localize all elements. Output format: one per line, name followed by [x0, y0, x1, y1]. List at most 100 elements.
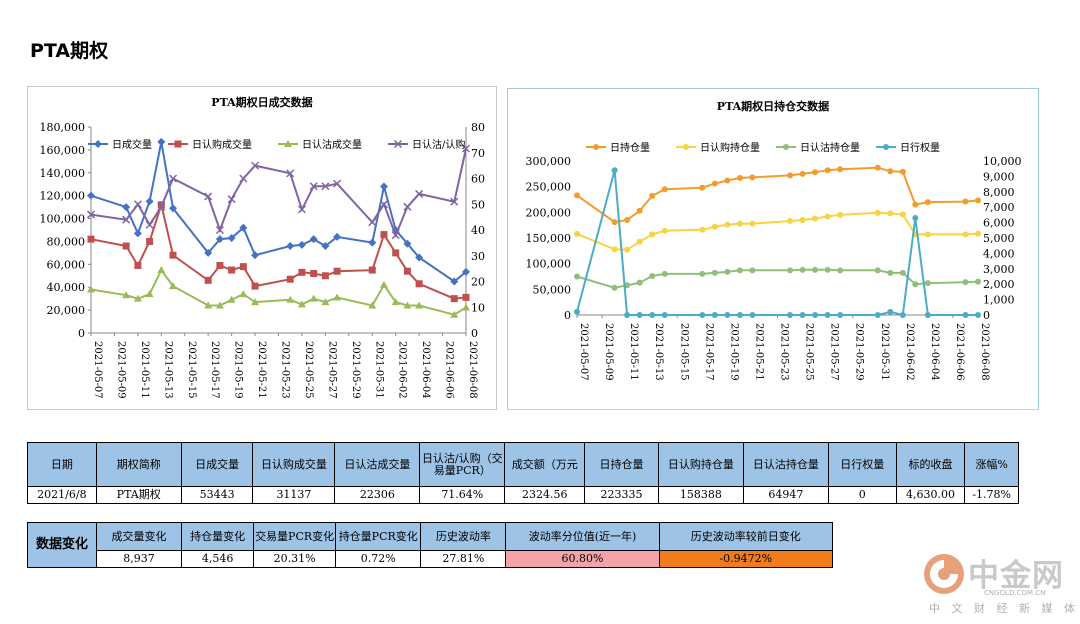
data-point — [649, 312, 656, 318]
data-point — [975, 230, 981, 237]
x-tick-label: 2021-05-09 — [115, 341, 126, 399]
data-change-label: 数据变化 — [27, 522, 97, 568]
data-point — [415, 301, 424, 309]
header-cell: 波动率分位值(近一年) — [505, 522, 660, 551]
value-cell: 2021/6/8 — [27, 486, 97, 504]
data-point — [368, 301, 377, 309]
y-tick-label: 120,000 — [40, 190, 86, 203]
x-tick-label: 2021-05-07 — [578, 323, 589, 381]
y2-tick-label: 1,000 — [983, 294, 1015, 307]
value-cell: 4,630.00 — [895, 486, 966, 504]
data-point — [122, 291, 131, 299]
data-point — [787, 218, 794, 225]
value-cell: 158388 — [657, 486, 744, 504]
x-tick-label: 2021-05-07 — [92, 341, 103, 399]
data-change-table: 数据变化 成交量变化 持仓量变化 交易量PCR变化 持仓量PCR变化 历史波动率… — [27, 522, 834, 568]
data-point — [724, 268, 731, 275]
x-tick-label: 2021-05-11 — [139, 341, 150, 399]
data-point — [368, 266, 376, 274]
data-point — [962, 279, 969, 286]
y2-tick-label: 6,000 — [983, 217, 1015, 230]
data-point — [636, 312, 643, 318]
data-point — [749, 174, 756, 181]
value-cell: 20.31% — [253, 550, 337, 568]
data-point — [724, 312, 731, 318]
data-point — [874, 209, 881, 216]
data-point — [887, 210, 894, 217]
legend-label: 日持仓量 — [610, 141, 650, 154]
data-point — [333, 267, 341, 275]
x-tick-label: 2021-05-21 — [256, 341, 267, 399]
data-point — [204, 248, 213, 257]
y-tick-label: 50,000 — [533, 283, 572, 296]
data-point — [824, 312, 831, 318]
data-point — [368, 218, 377, 227]
x-tick-label: 2021-05-27 — [829, 323, 840, 381]
data-point — [787, 312, 794, 318]
data-point — [799, 312, 806, 318]
data-point — [462, 293, 470, 301]
data-point — [661, 270, 668, 277]
data-point — [699, 184, 706, 191]
change-header-row: 数据变化 成交量变化 持仓量变化 交易量PCR变化 持仓量PCR变化 历史波动率… — [27, 522, 834, 568]
legend-label: 日认沽持仓量 — [800, 141, 860, 154]
data-point — [415, 189, 424, 198]
cngold-logo-icon — [924, 554, 964, 594]
data-point — [251, 298, 260, 306]
data-point — [169, 174, 178, 183]
data-point — [286, 275, 294, 283]
data-point — [380, 231, 388, 239]
value-cell: PTA期权 — [95, 486, 182, 504]
data-point — [157, 266, 166, 274]
y-tick-label: 300,000 — [526, 155, 572, 168]
value-cell: 71.64% — [419, 486, 506, 504]
data-point — [450, 310, 459, 318]
value-cell: 64947 — [742, 486, 829, 504]
x-tick-label: 2021-05-15 — [678, 323, 689, 381]
data-point — [379, 200, 388, 209]
data-point — [749, 220, 756, 227]
data-point — [122, 215, 131, 224]
y-tick-label: 100,000 — [40, 213, 86, 226]
y-tick-label: 150,000 — [526, 232, 572, 245]
data-point — [297, 205, 306, 214]
data-point — [251, 251, 260, 260]
data-point — [321, 182, 330, 191]
data-point — [169, 282, 178, 290]
value-cell: 53443 — [180, 486, 254, 504]
data-point — [403, 301, 412, 309]
x-tick-label: 2021-05-17 — [703, 323, 714, 381]
data-point — [887, 308, 894, 315]
data-point — [711, 180, 718, 187]
x-tick-label: 2021-05-17 — [209, 341, 220, 399]
y2-tick-label: 0 — [471, 327, 478, 340]
data-point — [649, 192, 656, 199]
y-tick-label: 140,000 — [40, 167, 86, 180]
y2-tick-label: 10,000 — [983, 155, 1022, 168]
data-point — [799, 170, 806, 177]
y2-tick-label: 7,000 — [983, 201, 1015, 214]
x-tick-label: 2021-05-23 — [779, 323, 790, 381]
data-point — [724, 221, 731, 228]
data-point — [912, 214, 919, 221]
data-point — [122, 203, 131, 212]
header-cell: 历史波动率 — [420, 522, 507, 551]
data-point — [787, 267, 794, 274]
data-point — [636, 279, 643, 286]
y2-tick-label: 70 — [471, 147, 485, 160]
data-point — [824, 167, 831, 174]
data-point — [787, 172, 794, 179]
data-point — [310, 269, 318, 277]
data-point — [204, 276, 212, 284]
x-tick-label: 2021-06-02 — [397, 341, 408, 399]
value-cell: 27.81% — [420, 550, 507, 568]
data-point — [899, 312, 906, 318]
value-cell: 31137 — [252, 486, 336, 504]
data-point — [649, 231, 656, 238]
daily-volume-chart-svg: PTA期权日成交数据 0 20,000 40,000 60,000 80,000 100,0… — [40, 95, 486, 399]
y-tick-label: 80,000 — [47, 235, 86, 248]
data-point — [393, 139, 403, 149]
hv-change-cell: -0.9472% — [658, 550, 834, 568]
data-point — [611, 167, 618, 174]
data-point — [711, 312, 718, 318]
